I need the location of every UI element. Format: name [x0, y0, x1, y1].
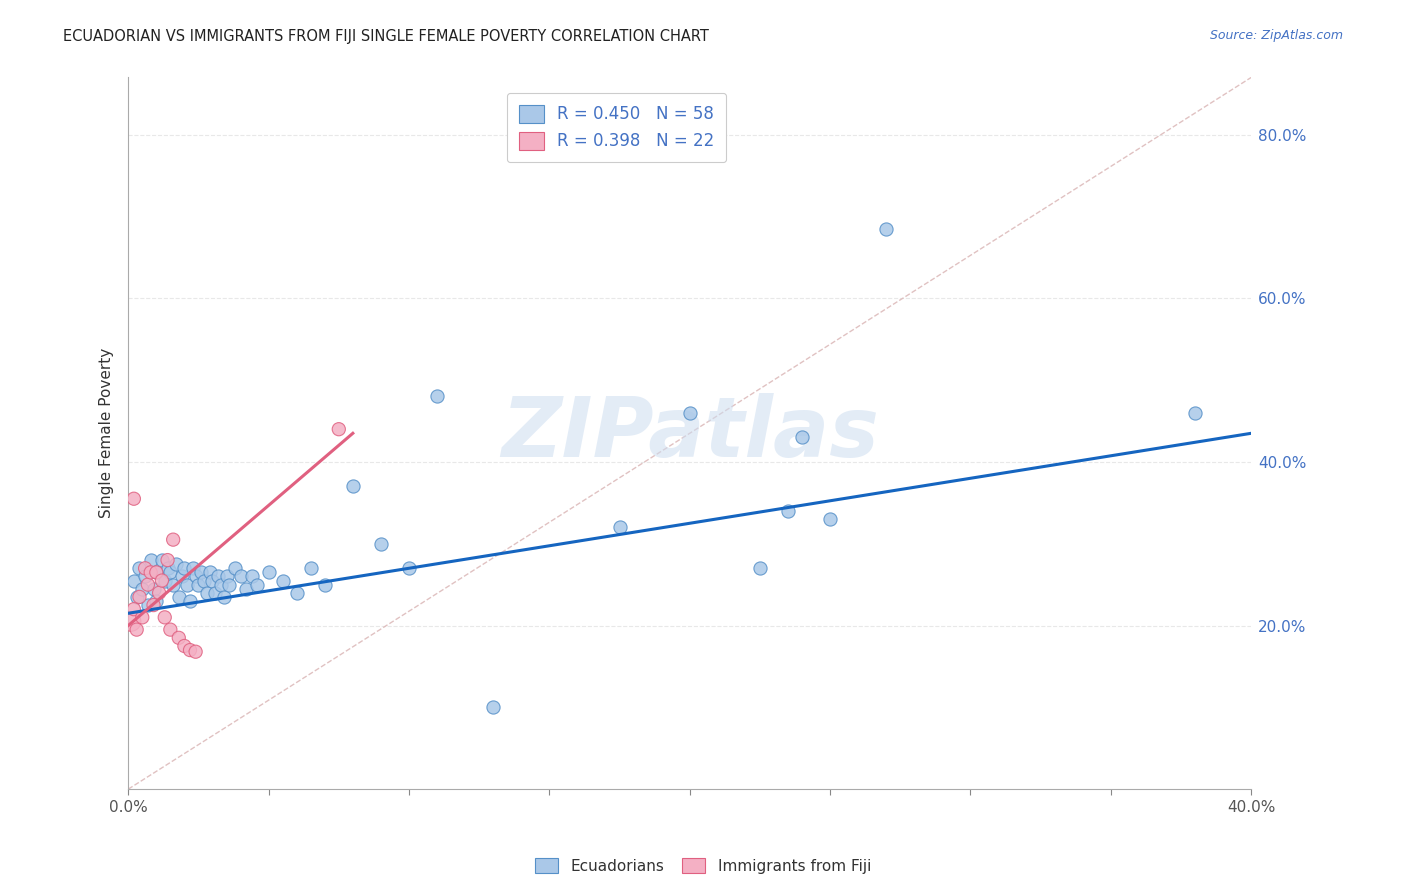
Point: [162, 533, 184, 547]
Text: ECUADORIAN VS IMMIGRANTS FROM FIJI SINGLE FEMALE POVERTY CORRELATION CHART: ECUADORIAN VS IMMIGRANTS FROM FIJI SINGL…: [63, 29, 709, 44]
Point: [153, 574, 176, 588]
Text: ZIPatlas: ZIPatlas: [501, 392, 879, 474]
Point: [167, 590, 190, 604]
Point: [179, 643, 201, 657]
Point: [271, 574, 294, 588]
Point: [209, 577, 232, 591]
Point: [679, 406, 702, 420]
Point: [165, 557, 187, 571]
Point: [198, 566, 221, 580]
Point: [187, 577, 209, 591]
Point: [314, 577, 336, 591]
Point: [748, 561, 770, 575]
Legend: R = 0.450   N = 58, R = 0.398   N = 22: R = 0.450 N = 58, R = 0.398 N = 22: [508, 93, 725, 161]
Point: [167, 631, 190, 645]
Point: [150, 553, 173, 567]
Point: [139, 566, 162, 580]
Point: [426, 389, 449, 403]
Point: [1184, 406, 1206, 420]
Point: [609, 520, 631, 534]
Point: [122, 491, 145, 506]
Point: [122, 602, 145, 616]
Point: [776, 504, 799, 518]
Point: [201, 574, 224, 588]
Point: [181, 561, 204, 575]
Point: [159, 623, 181, 637]
Point: [190, 566, 212, 580]
Point: [145, 594, 167, 608]
Point: [246, 577, 269, 591]
Point: [153, 610, 176, 624]
Point: [184, 569, 207, 583]
Point: [159, 566, 181, 580]
Point: [224, 561, 246, 575]
Point: [218, 577, 240, 591]
Point: [818, 512, 841, 526]
Point: [125, 590, 148, 604]
Point: [125, 623, 148, 637]
Point: [215, 569, 238, 583]
Point: [179, 594, 201, 608]
Point: [136, 577, 159, 591]
Point: [207, 569, 229, 583]
Point: [156, 561, 179, 575]
Point: [195, 586, 218, 600]
Point: [134, 561, 156, 575]
Point: [285, 586, 308, 600]
Point: [240, 569, 263, 583]
Point: [176, 577, 198, 591]
Point: [370, 537, 392, 551]
Point: [173, 561, 195, 575]
Point: [184, 645, 207, 659]
Point: [229, 569, 252, 583]
Point: [482, 700, 505, 714]
Point: [212, 590, 235, 604]
Y-axis label: Single Female Poverty: Single Female Poverty: [100, 348, 114, 518]
Point: [257, 566, 280, 580]
Point: [162, 577, 184, 591]
Point: [328, 422, 350, 436]
Point: [299, 561, 322, 575]
Text: Source: ZipAtlas.com: Source: ZipAtlas.com: [1209, 29, 1343, 42]
Point: [120, 615, 142, 629]
Point: [193, 574, 215, 588]
Point: [148, 586, 170, 600]
Point: [156, 553, 179, 567]
Point: [128, 590, 150, 604]
Point: [235, 582, 257, 596]
Point: [131, 582, 153, 596]
Point: [139, 553, 162, 567]
Point: [122, 574, 145, 588]
Point: [142, 598, 165, 612]
Point: [150, 574, 173, 588]
Legend: Ecuadorians, Immigrants from Fiji: Ecuadorians, Immigrants from Fiji: [529, 852, 877, 880]
Point: [131, 610, 153, 624]
Point: [170, 569, 193, 583]
Point: [136, 598, 159, 612]
Point: [875, 221, 897, 235]
Point: [204, 586, 226, 600]
Point: [145, 566, 167, 580]
Point: [128, 561, 150, 575]
Point: [142, 582, 165, 596]
Point: [145, 566, 167, 580]
Point: [790, 430, 813, 444]
Point: [173, 639, 195, 653]
Point: [398, 561, 420, 575]
Point: [134, 569, 156, 583]
Point: [342, 479, 364, 493]
